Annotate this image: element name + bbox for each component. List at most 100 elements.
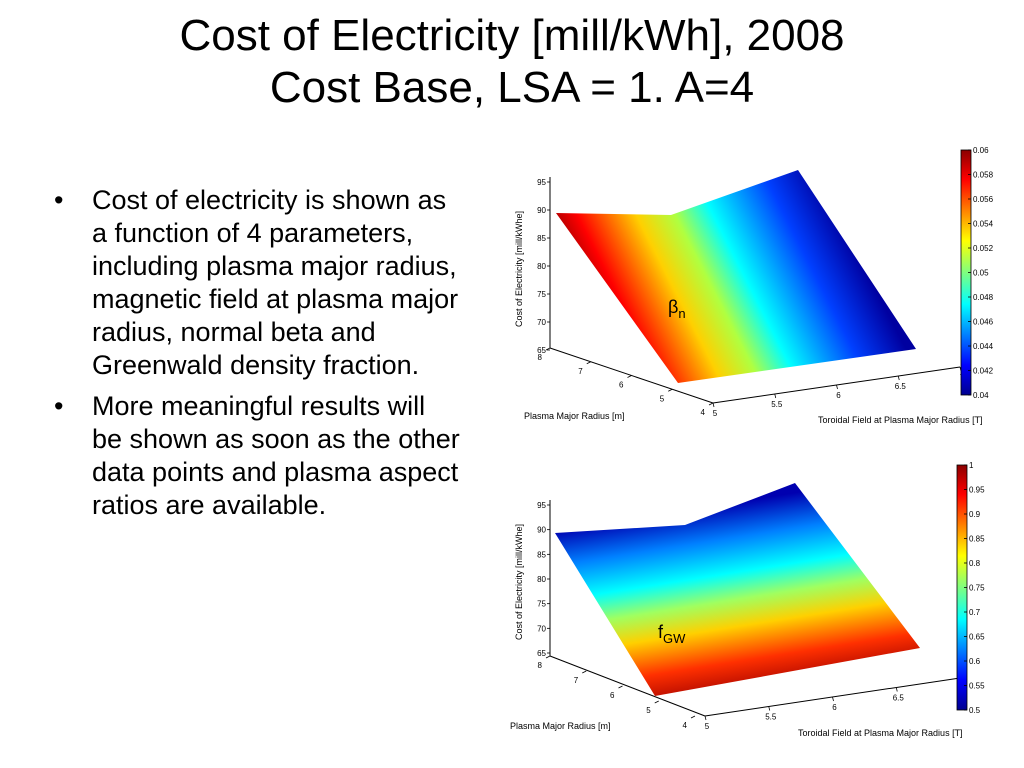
x-tick-label: 6.5 [893,694,905,703]
z-axis-label: Cost of Electricity [mill/kWhe] [514,524,524,640]
y-axis-line [549,655,706,717]
x-ticks: 55.566.57 [712,366,965,418]
colorbar-tick-label: 0.7 [969,608,981,617]
y-tick-label: 7 [574,676,579,685]
colorbar-tick-label: 0.04 [973,391,989,400]
colorbar-tick-label: 0.048 [973,293,994,302]
colorbar-ticks: 1 0.95 0.9 0.85 0.8 0.75 0.7 0.65 0.6 0.55 0.5 [964,461,985,715]
cost-surface [555,483,920,696]
colorbar-tick-label: 0.6 [969,657,981,666]
tick-mark [586,361,591,365]
z-tick-label: 95 [537,501,546,510]
y-tick-label: 4 [701,408,706,417]
tick-mark [690,715,696,719]
colorbar-tick-label: 0.85 [969,535,985,544]
colorbar-tick-label: 0.55 [969,682,985,691]
x-tick-label: 6.5 [895,382,907,391]
tick-mark [895,687,898,692]
bullet-list: • Cost of electricity is shown as a func… [52,184,462,530]
z-tick-label: 75 [537,600,546,609]
colorbar-tick-label: 0.044 [973,342,994,351]
surface-annotation: βn [668,297,686,321]
x-tick-label: 6 [836,391,841,400]
tick-mark [627,375,632,378]
bullet-item: • Cost of electricity is shown as a func… [52,184,462,382]
colorbar-tick-label: 0.054 [973,220,994,229]
bullet-text: Cost of electricity is shown as a functi… [92,185,459,380]
colorbar-tick-label: 0.8 [969,559,981,568]
colorbar-tick-label: 0.06 [973,146,989,155]
y-tick-label: 6 [610,691,615,700]
tick-mark [712,402,715,408]
bullet-dot-icon: • [54,391,64,421]
slide-title: Cost of Electricity [mill/kWh], 2008 Cos… [0,10,1024,114]
title-line-1: Cost of Electricity [mill/kWh], 2008 [179,11,845,60]
colorbar-tick-label: 0.9 [969,510,981,519]
colorbar-tick-label: 0.05 [973,269,989,278]
z-tick-label: 85 [537,550,546,559]
colorbar-tick-label: 0.95 [969,486,985,495]
annotation-sub: GW [663,631,686,646]
y-ticks: 4 5 6 7 8 [538,347,714,417]
colorbar-tick-label: 0.5 [969,706,981,715]
y-axis-label: Plasma Major Radius [m] [510,721,611,731]
x-tick-label: 5.5 [765,713,777,722]
x-tick-label: 5.5 [771,400,783,409]
annotation-sub: n [678,306,685,321]
cost-surface [556,170,916,383]
z-tick-label: 90 [537,526,546,535]
z-tick-label: 95 [537,178,546,187]
tick-mark [618,685,623,689]
z-axis-label: Cost of Electricity [mill/kWhe] [514,211,524,327]
tick-mark [774,393,777,399]
y-tick-label: 6 [619,381,624,390]
z-tick-label: 90 [537,206,546,215]
y-ticks: 4 5 6 7 8 [538,655,696,730]
z-tick-label: 80 [537,262,546,271]
y-tick-label: 8 [538,661,543,670]
z-tick-label: 85 [537,234,546,243]
tick-mark [836,384,838,390]
colorbar-tick-label: 0.058 [973,171,994,180]
tick-mark [832,696,834,702]
annotation-base: β [668,297,678,317]
tick-mark [708,402,714,406]
x-tick-label: 5 [705,722,710,731]
z-tick-label: 70 [537,318,546,327]
colorbar-tick-label: 0.042 [973,367,994,376]
colorbar-tick-label: 0.056 [973,195,994,204]
annotation-base: f [658,622,664,642]
tick-mark [582,670,587,674]
z-tick-label: 65 [537,346,546,355]
tick-mark [704,715,707,721]
x-tick-label: 6 [832,703,837,712]
bullet-item: • More meaningful results will be shown … [52,390,462,522]
tick-mark [654,700,659,704]
z-ticks: 95 90 85 80 75 70 65 [537,501,550,658]
surface-annotation: fGW [658,622,686,646]
y-tick-label: 8 [538,353,543,362]
x-tick-label: 5 [713,409,718,418]
x-ticks: 55.566.57 [704,677,965,731]
colorbar-tick-label: 0.052 [973,244,994,253]
tick-mark [897,375,900,381]
z-tick-label: 65 [537,649,546,658]
tick-mark [768,706,771,711]
colorbar-tick-label: 0.75 [969,584,985,593]
x-axis-label: Toroidal Field at Plasma Major Radius [T… [818,415,983,425]
colorbar-tick-label: 0.65 [969,633,985,642]
title-line-2: Cost Base, LSA = 1. A=4 [269,63,755,112]
y-tick-label: 5 [660,394,665,403]
x-axis-label: Toroidal Field at Plasma Major Radius [T… [798,728,963,738]
colorbar-ticks: 0.06 0.058 0.056 0.054 0.052 0.05 0.048 0.046 0.… [968,146,994,400]
tick-mark [668,388,673,392]
y-tick-label: 5 [646,706,651,715]
z-ticks: 95 90 85 80 75 70 65 [537,178,550,355]
colorbar-tick-label: 0.046 [973,318,994,327]
colorbar-tick-label: 1 [969,461,974,470]
bullet-text: More meaningful results will be shown as… [92,391,460,520]
tick-mark [545,655,551,659]
z-tick-label: 75 [537,290,546,299]
